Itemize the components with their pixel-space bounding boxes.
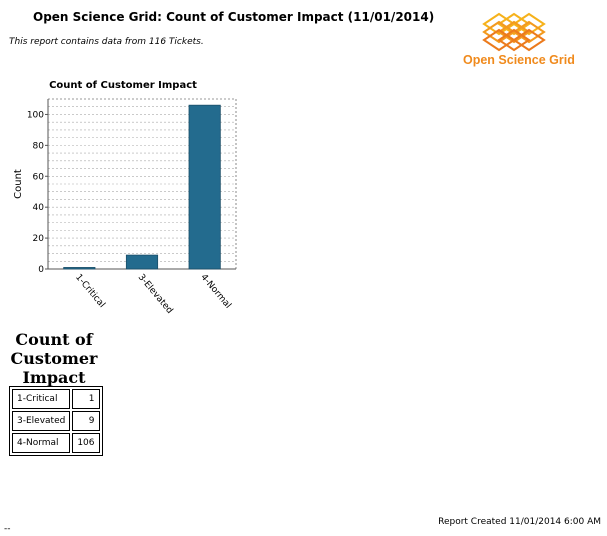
report-subtitle: This report contains data from 116 Ticke… — [9, 37, 204, 47]
stray-mark: -- — [4, 524, 11, 534]
y-tick-label: 60 — [33, 172, 45, 182]
report-title: Open Science Grid: Count of Customer Imp… — [33, 10, 435, 24]
osg-logo-icon — [482, 12, 546, 52]
chart-y-axis-label: Count — [13, 169, 24, 199]
report-created-timestamp: Report Created 11/01/2014 6:00 AM — [438, 517, 601, 527]
osg-logo-text: Open Science Grid — [463, 53, 575, 67]
summary-table: 1-Critical 1 3-Elevated 9 4-Normal 106 — [9, 386, 103, 456]
table-cell-value: 9 — [72, 411, 100, 431]
table-title: Count of Customer Impact — [10, 330, 98, 387]
chart-title: Count of Customer Impact — [49, 80, 197, 91]
table-cell-value: 1 — [72, 389, 100, 409]
table-cell-label: 4-Normal — [12, 433, 71, 453]
table-row: 4-Normal 106 — [12, 433, 100, 453]
x-tick-label: 3-Elevated — [136, 273, 175, 316]
bar-4-normal — [188, 104, 221, 270]
table-row: 3-Elevated 9 — [12, 411, 100, 431]
table-row: 1-Critical 1 — [12, 389, 100, 409]
x-tick-label: 4-Normal — [198, 273, 232, 311]
bar-3-elevated — [125, 254, 159, 270]
bar-chart: Count of Customer Impact Count 0 20 40 60 80… — [13, 80, 237, 316]
x-tick-label: 1-Critical — [73, 273, 107, 310]
y-tick-label: 40 — [33, 203, 45, 213]
table-cell-value: 106 — [72, 433, 100, 453]
y-tick-label: 20 — [33, 234, 45, 244]
y-tick-label: 80 — [33, 141, 45, 151]
table-cell-label: 3-Elevated — [12, 411, 71, 431]
y-tick-label: 0 — [38, 265, 44, 275]
table-cell-label: 1-Critical — [12, 389, 71, 409]
bar-1-critical — [63, 267, 96, 270]
y-tick-label: 100 — [27, 110, 44, 120]
